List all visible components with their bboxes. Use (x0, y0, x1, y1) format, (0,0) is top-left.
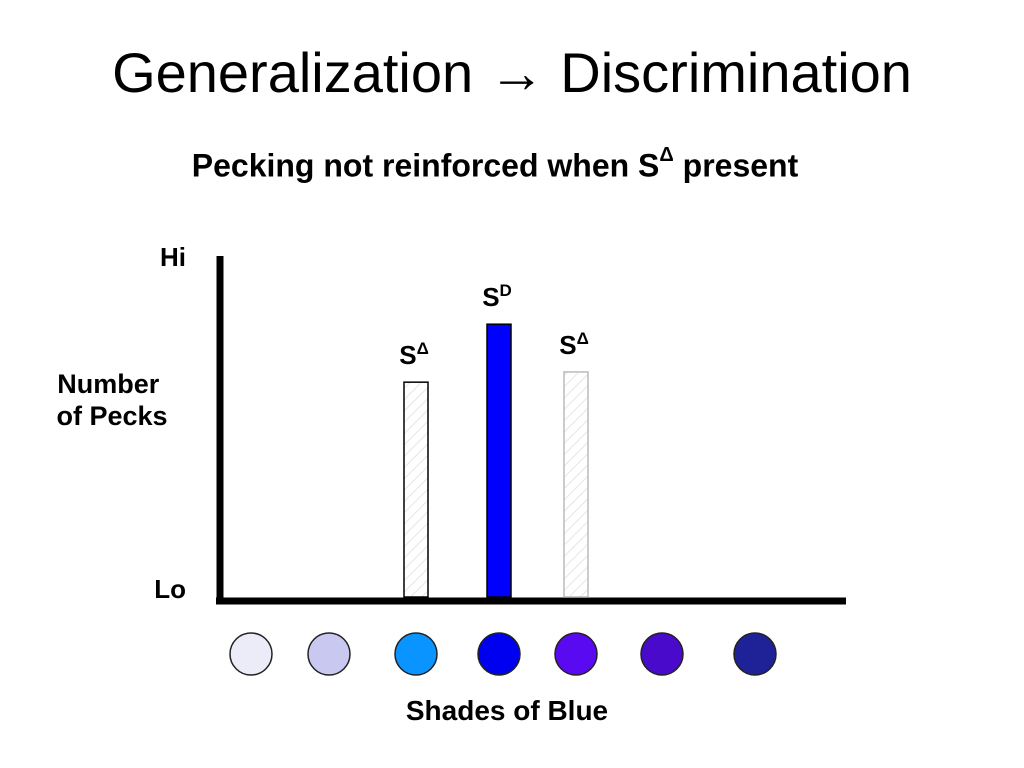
subtitle-end: present (682, 147, 799, 184)
y-axis-label-line1: Number (57, 369, 160, 399)
bar-label-sup: D (500, 281, 512, 300)
bar-label-1: SΔ (399, 339, 429, 370)
title-left: Generalization (112, 41, 474, 104)
subtitle-main: Pecking not reinforced when S (191, 147, 660, 184)
shade-swatch-1 (229, 632, 273, 676)
bar-label-base: S (559, 330, 576, 360)
bar-2 (486, 323, 512, 598)
shade-swatch-7 (733, 632, 777, 676)
bar-label-sup: Δ (417, 339, 429, 358)
shade-swatches (229, 632, 777, 676)
bar-label-3: SΔ (559, 329, 589, 360)
title-right: Discrimination (560, 41, 912, 104)
bar-label-base: S (482, 282, 499, 312)
subtitle: Pecking not reinforced when SΔ present (0, 140, 990, 185)
bar-1 (403, 381, 429, 598)
bar-label-2: SD (482, 281, 512, 312)
shade-swatch-5 (554, 632, 598, 676)
bar-3 (563, 371, 589, 598)
y-tick-hi: Hi (160, 242, 186, 272)
y-tick-lo: Lo (154, 574, 186, 604)
y-axis-label: Number of Pecks (56, 369, 167, 431)
shade-swatch-2 (307, 632, 351, 676)
bar-label-base: S (399, 340, 416, 370)
shade-swatch-3 (394, 632, 438, 676)
subtitle-sup: Δ (659, 144, 674, 166)
y-axis-label-line2: of Pecks (56, 401, 167, 431)
title-arrow-icon: → (488, 41, 545, 104)
bar-label-sup: Δ (577, 329, 589, 348)
x-axis-label: Shades of Blue (406, 695, 608, 726)
shade-swatch-6 (640, 632, 684, 676)
page-title: Generalization → Discrimination (0, 38, 1024, 108)
shade-swatch-4 (477, 632, 521, 676)
